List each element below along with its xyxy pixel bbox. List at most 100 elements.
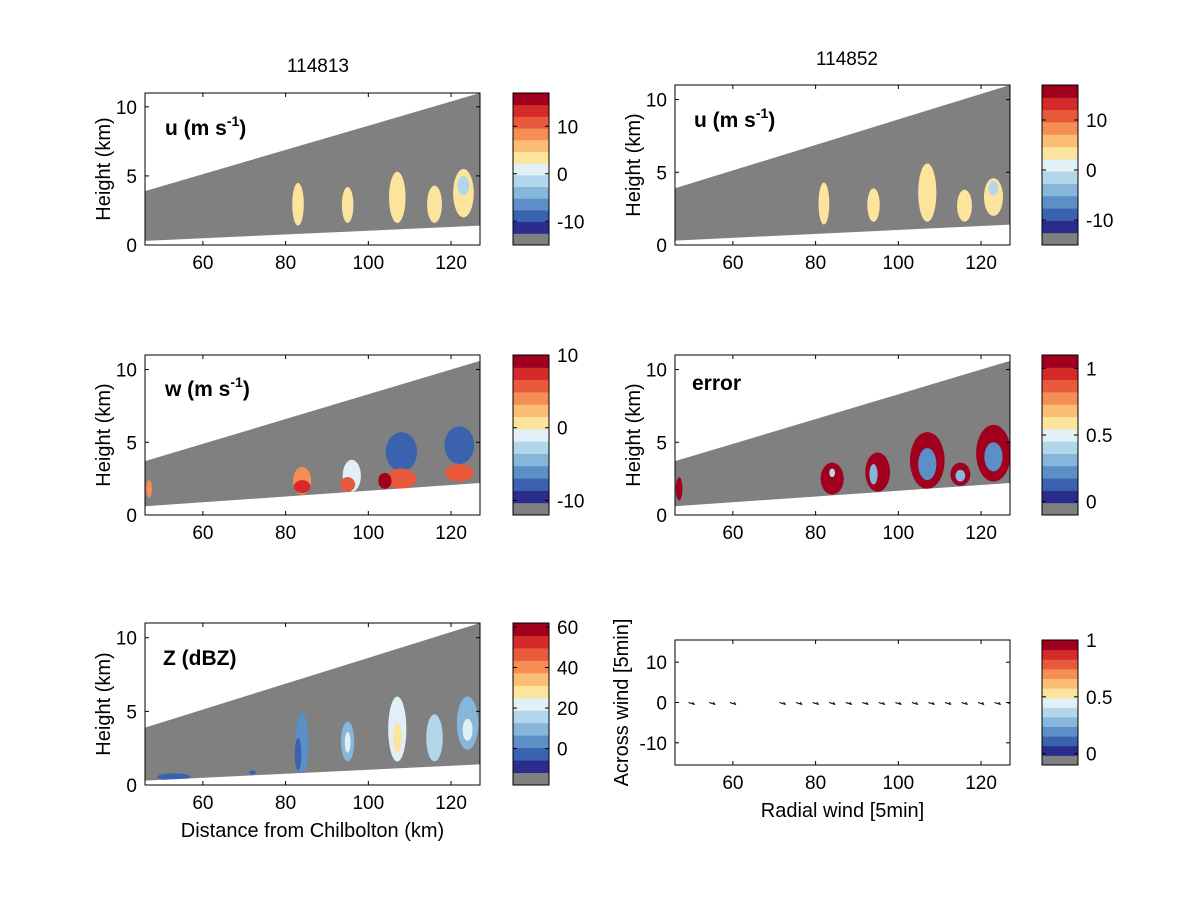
y-tick-label: 5 xyxy=(656,433,667,454)
echo-feature xyxy=(386,468,417,489)
colorbar-tick-label: 0.5 xyxy=(1086,688,1112,709)
colorbar-segment xyxy=(1042,220,1078,234)
wind-arrow-head xyxy=(882,701,886,705)
colorbar-segment xyxy=(513,465,549,479)
wind-arrow xyxy=(812,702,819,705)
wind-arrow-head xyxy=(832,701,836,705)
echo-features xyxy=(675,424,1010,501)
y-tick-label: 10 xyxy=(116,361,137,382)
wind-arrow-head xyxy=(733,701,737,705)
colorbar-segment xyxy=(1042,465,1078,479)
colorbar-missing xyxy=(513,772,549,785)
colorbar-segment xyxy=(513,722,549,736)
wind-arrow-head xyxy=(849,701,853,705)
colorbar-segment xyxy=(1042,688,1078,699)
y-tick-label: 5 xyxy=(656,163,667,184)
colorbar-missing xyxy=(1042,755,1078,765)
colorbar-segment xyxy=(513,391,549,405)
x-tick-label: 120 xyxy=(965,773,997,794)
plot-content xyxy=(675,360,1010,507)
colorbar-segment xyxy=(513,735,549,749)
colorbar-segment xyxy=(513,139,549,152)
colorbar-tick-label: 40 xyxy=(557,659,578,680)
colorbar-frame xyxy=(512,622,550,786)
axes-frame xyxy=(144,622,481,786)
x-tick-label: 60 xyxy=(192,253,213,274)
wind-arrow xyxy=(911,702,919,705)
x-tick-label: 80 xyxy=(805,523,826,544)
colorbar-segment xyxy=(513,128,549,141)
x-tick-label: 120 xyxy=(435,793,467,814)
echo-feature xyxy=(918,163,937,222)
echo-feature xyxy=(340,477,356,492)
colorbar-segment xyxy=(1042,659,1078,670)
colorbar-segment xyxy=(513,163,549,176)
colorbar-segment xyxy=(1042,697,1078,708)
echo-feature xyxy=(444,464,474,482)
wind-arrow xyxy=(729,702,737,705)
panel-label: Z (dBZ) xyxy=(163,647,236,670)
colorbar-segment xyxy=(513,453,549,467)
column-title-left: 114813 xyxy=(287,56,349,77)
panel-label: u (m s-1) xyxy=(694,105,775,132)
x-tick-label: 60 xyxy=(722,253,743,274)
echo-feature xyxy=(457,175,470,196)
echo-features xyxy=(818,163,1003,225)
colorbar: 10 0 -10 xyxy=(512,346,584,516)
colorbar: 10.50 xyxy=(1041,354,1112,516)
wind-arrow xyxy=(878,702,885,705)
echo-feature xyxy=(344,731,351,753)
x-tick-label: 60 xyxy=(192,523,213,544)
x-axis-label: Radial wind [5min] xyxy=(761,800,924,822)
colorbar-tick-label: 0 xyxy=(557,419,568,440)
colorbar-segment xyxy=(513,672,549,686)
plot-content xyxy=(675,85,1010,241)
colorbar-segment xyxy=(1042,404,1078,418)
colorbar-tick-label: 10 xyxy=(1086,111,1107,132)
colorbar-segment xyxy=(513,416,549,430)
wind-arrow xyxy=(845,702,852,705)
colorbar-tick-label: 0 xyxy=(1086,493,1097,514)
colorbar-segment xyxy=(513,198,549,211)
colorbar-segment xyxy=(1042,490,1078,504)
wind-arrow-head xyxy=(981,701,985,705)
colorbar-segment xyxy=(1042,640,1078,651)
plot-content xyxy=(688,701,1010,705)
colorbar-segment xyxy=(513,379,549,393)
axes-frame xyxy=(144,354,481,516)
colorbar-segment xyxy=(1042,171,1078,184)
colorbar-segment xyxy=(1042,146,1078,160)
x-tick-label: 80 xyxy=(805,253,826,274)
wind-arrow-head xyxy=(998,701,1001,705)
echo-feature xyxy=(988,181,999,196)
echo-feature xyxy=(393,723,402,753)
x-tick-label: 60 xyxy=(722,773,743,794)
x-tick-label: 120 xyxy=(965,523,997,544)
y-axis-label: Height (km) xyxy=(93,652,115,755)
colorbar: 10.50 xyxy=(1041,631,1112,766)
echo-feature xyxy=(249,770,256,775)
colorbar-segment xyxy=(1042,109,1078,123)
x-tick-label: 100 xyxy=(882,253,914,274)
wind-arrow-head xyxy=(816,701,819,705)
colorbar-segment xyxy=(1042,428,1078,442)
y-tick-label: 5 xyxy=(126,167,137,188)
echo-feature xyxy=(426,714,443,762)
colorbar-tick-label: 0 xyxy=(1086,745,1097,766)
echo-feature xyxy=(675,477,683,501)
x-tick-label: 100 xyxy=(352,523,384,544)
colorbar-segment xyxy=(513,490,549,504)
colorbar-missing xyxy=(1042,232,1078,245)
axes-frame xyxy=(674,84,1011,246)
colorbar-tick-label: 10 xyxy=(557,346,578,367)
wind-arrow-head xyxy=(932,701,935,705)
column-titles: 114813 114852 xyxy=(287,49,878,77)
colorbar-missing xyxy=(513,233,549,245)
y-axis-label: Height (km) xyxy=(623,383,645,486)
colorbar-segment xyxy=(513,635,549,649)
echo-feature xyxy=(818,182,830,225)
